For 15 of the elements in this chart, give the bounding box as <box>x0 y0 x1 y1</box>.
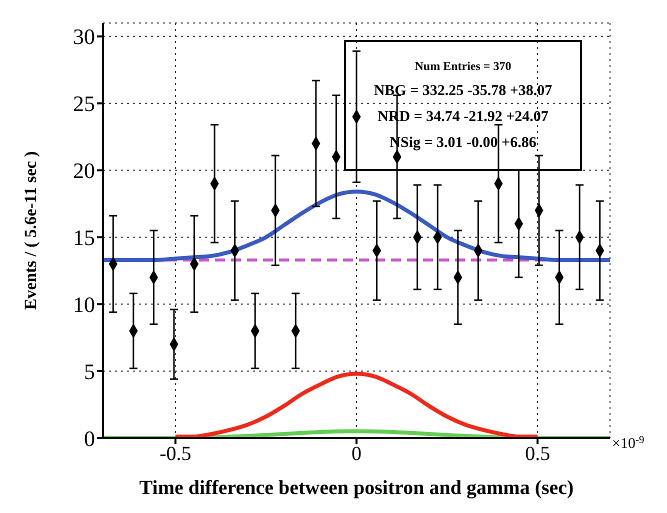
y-tick-label: 10 <box>73 292 95 317</box>
y-tick-label: 15 <box>73 225 95 250</box>
y-tick-label: 20 <box>73 158 95 184</box>
x-tick-label: 0.5 <box>525 443 550 466</box>
text: ×10$^{-9}$ <box>612 434 644 452</box>
y-tick-label: 5 <box>84 358 95 384</box>
annotation: NBG = 332.25 -35.78 +38.07 <box>372 83 554 100</box>
y-tick-label: 25 <box>73 91 95 116</box>
annotation: Num Entries = 370 <box>414 59 512 74</box>
x-axis-title: Time difference between positron and gamma (sec) <box>139 477 574 499</box>
line-series <box>173 372 540 438</box>
y-tick-label: 30 <box>73 24 95 50</box>
y-axis-title: Events / ( 5.6e-11 sec ) <box>21 151 40 310</box>
x-tick-label: 0 <box>352 443 362 466</box>
x-tick-label: -0.5 <box>160 443 192 466</box>
